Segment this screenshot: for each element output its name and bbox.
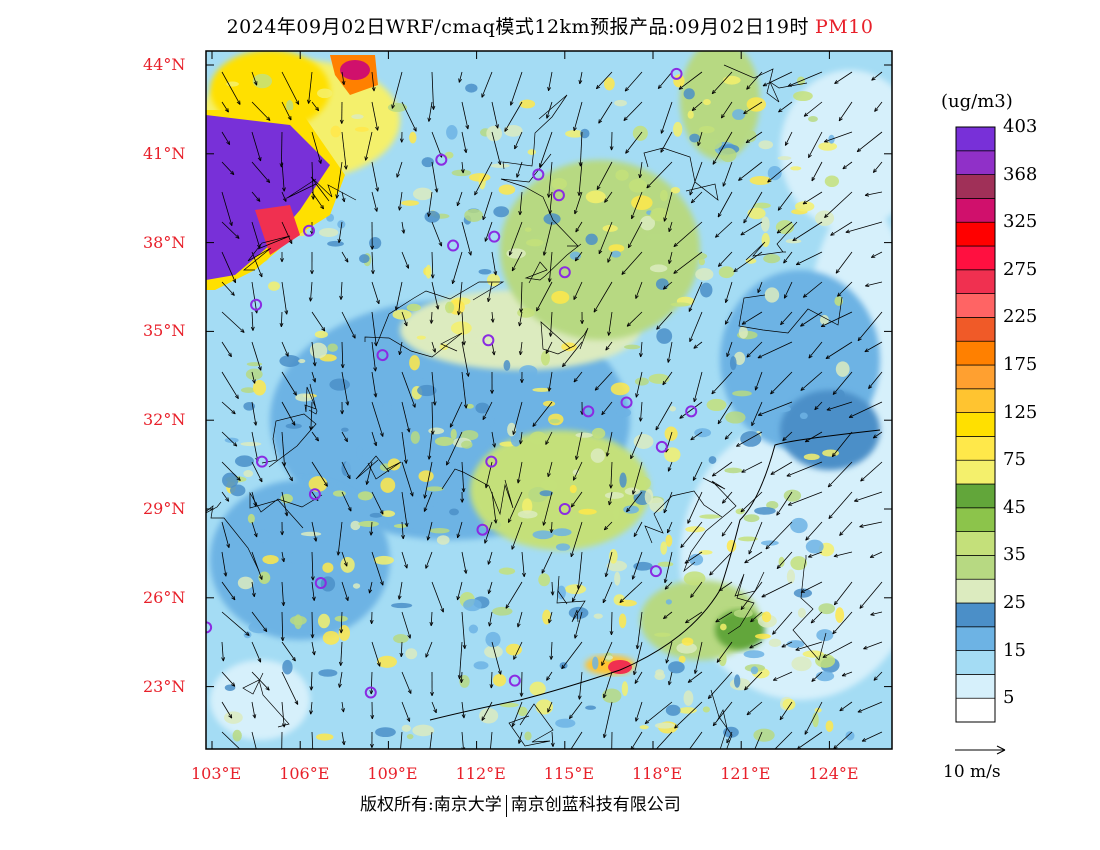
colorbar-swatch (955, 459, 996, 485)
station-marker (308, 488, 321, 501)
colorbar-label: 225 (1003, 306, 1038, 328)
latitude-label: 44°N (143, 55, 186, 74)
colorbar-label: 275 (1003, 258, 1038, 280)
latitude-label: 35°N (143, 321, 186, 341)
station-marker (670, 67, 683, 80)
map-frame (205, 50, 893, 750)
colorbar-swatch (955, 340, 996, 366)
latitude-label: 41°N (143, 143, 186, 163)
province-boundaries (206, 64, 881, 749)
colorbar-label: 175 (1003, 354, 1038, 375)
latitude-label: 38°N (143, 232, 186, 252)
colorbar-swatch (955, 483, 996, 509)
colorbar-swatch (955, 150, 996, 175)
longitude-label: 109°E (367, 764, 418, 783)
station-marker (532, 168, 545, 181)
station-marker (376, 349, 389, 362)
colorbar-label: 75 (1003, 449, 1026, 471)
color-bar (955, 126, 996, 723)
colorbar-label: 125 (1003, 401, 1038, 423)
station-marker (655, 440, 668, 453)
colorbar-label: 45 (1003, 496, 1026, 518)
colorbar-swatch (955, 269, 996, 294)
reference-vector (955, 745, 1006, 755)
footer-right: 南京创蓝科技有限公司 (510, 795, 681, 815)
station-marker (250, 298, 263, 311)
colorbar-swatch (955, 531, 996, 556)
station-marker (558, 503, 571, 515)
station-marker (558, 266, 571, 279)
colorbar-label: 5 (1003, 687, 1015, 709)
colorbar-swatch (955, 555, 996, 580)
copyright-footer: 版权所有:南京大学 南京创蓝科技有限公司 (360, 790, 681, 817)
colorbar-swatch (955, 364, 996, 390)
station-marker (482, 334, 495, 347)
colorbar-swatch (955, 317, 996, 342)
latitude-label: 32°N (143, 410, 186, 430)
station-marker (435, 153, 448, 166)
station-marker (476, 523, 489, 536)
station-marker (508, 674, 521, 687)
colorbar-unit: (ug/m3) (941, 91, 1013, 112)
colorbar-label: 15 (1003, 639, 1026, 661)
station-marker (447, 239, 460, 252)
latitude-label: 29°N (143, 499, 186, 518)
longitude-label: 118°E (632, 764, 683, 783)
longitude-label: 112°E (455, 764, 506, 783)
colorbar-swatch (955, 602, 996, 628)
monitoring-stations (206, 67, 698, 699)
longitude-label: 106°E (279, 764, 330, 783)
title-main: 2024年09月02日WRF/cmaq模式12km预报产品:09月02日19时 (226, 16, 809, 38)
station-marker (488, 230, 501, 243)
colorbar-swatch (955, 507, 996, 532)
colorbar-swatch (955, 221, 996, 247)
colorbar-swatch (955, 293, 996, 318)
title-pollutant: PM10 (815, 16, 874, 38)
colorbar-label: 368 (1003, 163, 1038, 185)
station-marker (620, 396, 633, 409)
station-marker (314, 577, 327, 589)
station-marker (364, 686, 377, 699)
colorbar-label: 25 (1003, 592, 1026, 613)
colorbar-swatch (955, 626, 996, 651)
colorbar-label: 403 (1003, 116, 1038, 137)
station-marker (582, 405, 595, 418)
colorbar-label: 35 (1003, 544, 1026, 566)
colorbar-swatch (955, 198, 996, 223)
station-marker (303, 224, 316, 237)
dust-core (206, 115, 330, 280)
reference-vector-label: 10 m/s (943, 762, 1001, 782)
colorbar-label: 325 (1003, 211, 1038, 233)
longitude-label: 103°E (191, 764, 242, 783)
colorbar-swatch (955, 697, 996, 723)
station-marker (255, 455, 268, 468)
longitude-label: 115°E (543, 764, 595, 783)
station-marker (485, 455, 498, 468)
longitude-label: 121°E (720, 764, 771, 783)
station-marker (649, 565, 662, 578)
station-marker (552, 189, 565, 202)
map-title: 2024年09月02日WRF/cmaq模式12km预报产品:09月02日19时 P… (0, 12, 1100, 39)
footer-separator (505, 794, 507, 817)
colorbar-swatch (955, 578, 996, 604)
station-marker (685, 405, 698, 418)
colorbar-swatch (955, 674, 996, 699)
latitude-label: 23°N (143, 676, 186, 696)
axis-ticks (206, 51, 892, 749)
longitude-label: 124°E (808, 764, 859, 783)
latitude-label: 26°N (143, 587, 186, 607)
colorbar-swatch (955, 126, 996, 152)
colorbar-swatch (955, 436, 996, 461)
footer-left: 版权所有:南京大学 (360, 795, 502, 815)
colorbar-swatch (955, 245, 996, 271)
colorbar-swatch (955, 174, 996, 199)
colorbar-swatch (955, 412, 996, 437)
pm10-concentration-field (206, 51, 892, 749)
colorbar-swatch (955, 650, 996, 675)
colorbar-swatch (955, 388, 996, 413)
wind-vectors (221, 71, 883, 749)
